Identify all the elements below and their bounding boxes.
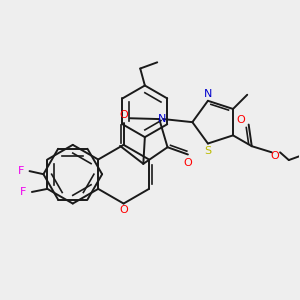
- Text: F: F: [20, 187, 26, 197]
- Text: O: O: [119, 205, 128, 215]
- Text: O: O: [184, 158, 192, 168]
- Text: F: F: [18, 166, 25, 176]
- Text: O: O: [236, 116, 245, 125]
- Text: O: O: [271, 152, 279, 161]
- Text: S: S: [204, 146, 211, 156]
- Text: N: N: [204, 88, 212, 99]
- Text: N: N: [158, 114, 166, 124]
- Text: O: O: [119, 110, 128, 120]
